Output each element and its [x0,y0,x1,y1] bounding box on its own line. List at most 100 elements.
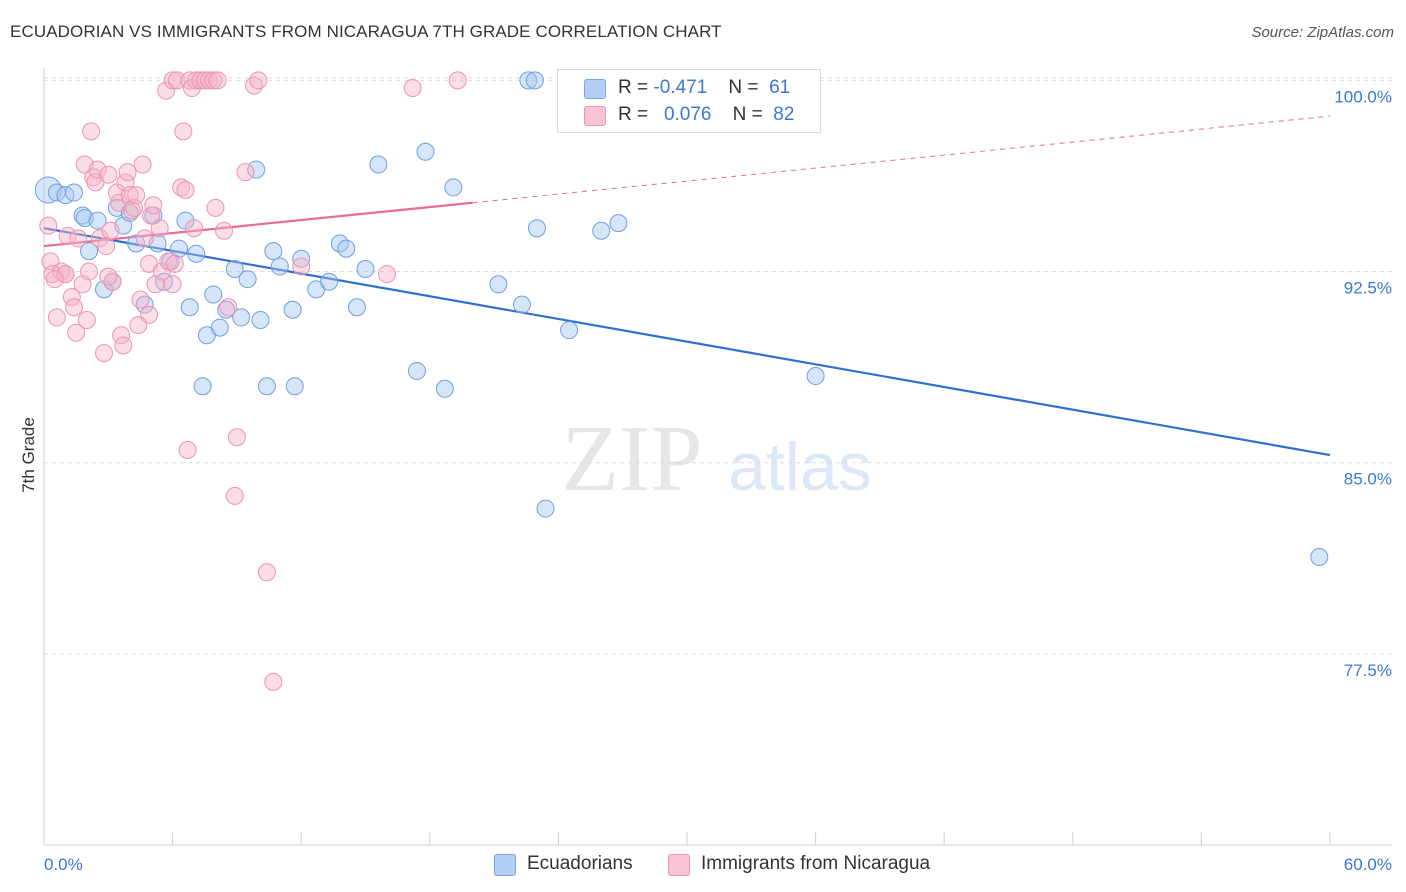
data-point-nicaragua [67,323,86,342]
legend-swatch-pink [584,106,606,126]
data-point-nicaragua [69,229,88,248]
data-point-ecuadorian [127,234,146,253]
data-point-ecuadorian [806,367,825,386]
legend-swatch-blue [494,854,516,876]
data-point-ecuadorian [264,242,283,261]
data-point-nicaragua [225,486,244,505]
data-point-nicaragua [144,196,163,215]
legend-n-label: N = [732,104,763,125]
data-point-ecuadorian [247,160,266,179]
data-point-nicaragua [377,265,396,284]
data-point-ecuadorian [225,259,244,278]
data-point-ecuadorian [285,377,304,396]
data-point-nicaragua [80,262,99,281]
data-point-nicaragua [167,71,186,90]
data-point-nicaragua [95,344,114,363]
data-point-ecuadorian [519,71,538,90]
data-point-nicaragua [135,229,154,248]
data-point-nicaragua [90,229,109,248]
data-point-nicaragua [118,163,137,182]
data-point-nicaragua [249,71,268,90]
data-point-ecuadorian [320,272,339,291]
data-point-ecuadorian [407,361,426,380]
trend-line-nicaragua [43,201,473,248]
data-point-ecuadorian [204,285,223,304]
data-point-nicaragua [206,198,225,217]
data-point-nicaragua [45,270,64,289]
chart-title: ECUADORIAN VS IMMIGRANTS FROM NICARAGUA … [10,22,722,41]
data-point-nicaragua [65,298,84,317]
data-point-ecuadorian [217,300,236,319]
data-point-ecuadorian [210,318,229,337]
data-point-ecuadorian [292,249,311,268]
data-point-ecuadorian [347,298,366,317]
data-point-nicaragua [257,563,276,582]
data-point-nicaragua [448,71,467,90]
data-point-nicaragua [176,180,195,199]
data-point-nicaragua [227,428,246,447]
data-point-nicaragua [131,290,150,309]
legend-n-label: N = [728,77,759,98]
data-point-ecuadorian [1310,547,1329,566]
data-point-nicaragua [56,265,75,284]
data-point-nicaragua [215,221,234,240]
data-point-nicaragua [403,79,422,98]
legend-label-nicaragua: Immigrants from Nicaragua [701,853,931,874]
data-point-ecuadorian [238,270,257,289]
data-point-nicaragua [264,672,283,691]
chart-source: Source: ZipAtlas.com [1251,24,1394,41]
data-point-ecuadorian [609,214,628,233]
data-point-ecuadorian [283,300,302,319]
data-point-nicaragua [97,237,116,256]
data-point-nicaragua [58,226,77,245]
data-point-nicaragua [292,257,311,276]
data-point-ecuadorian [525,71,544,90]
data-point-ecuadorian [592,221,611,240]
legend-r-value: 0.076 [663,104,712,125]
legend-label-ecuadorians: Ecuadorians [527,853,633,874]
data-point-nicaragua [208,71,227,90]
data-point-nicaragua [150,219,169,238]
x-tick-label: 60.0% [1344,855,1392,874]
trend-line-ecuadorians [43,227,1331,457]
legend-swatch-pink [668,854,690,876]
data-point-ecuadorian [435,379,454,398]
data-point-nicaragua [47,308,66,327]
data-point-ecuadorian [512,295,531,314]
data-point-nicaragua [165,254,184,273]
data-point-nicaragua [127,186,146,205]
data-point-ecuadorian [88,211,107,230]
x-tick-label: 0.0% [44,855,83,874]
y-axis-label: 7th Grade [19,417,38,493]
data-point-nicaragua [133,155,152,174]
data-point-ecuadorian [337,239,356,258]
data-point-nicaragua [114,336,133,355]
data-point-ecuadorian [356,259,375,278]
data-point-nicaragua [77,310,96,329]
legend-n-value: 61 [769,77,791,98]
data-point-nicaragua [236,163,255,182]
data-point-nicaragua [180,71,199,90]
y-tick-label: 92.5% [1344,279,1392,298]
y-tick-label: 100.0% [1334,87,1392,106]
data-point-ecuadorian [270,257,289,276]
y-tick-label: 77.5% [1344,661,1392,680]
data-point-nicaragua [204,71,223,90]
y-tick-label: 85.0% [1344,470,1392,489]
data-point-nicaragua [99,267,118,286]
data-point-ecuadorian [444,178,463,197]
data-point-nicaragua [163,275,182,294]
data-point-nicaragua [178,440,197,459]
legend-r-value: -0.471 [653,77,708,98]
legend-r-label: R = [618,77,649,98]
data-point-nicaragua [129,316,148,335]
data-point-nicaragua [88,160,107,179]
data-point-nicaragua [101,221,120,240]
data-point-ecuadorian [489,275,508,294]
watermark-zip: ZIP [562,407,703,511]
data-point-ecuadorian [416,142,435,161]
data-point-nicaragua [219,298,238,317]
data-point-ecuadorian [193,377,212,396]
data-point-nicaragua [99,165,118,184]
